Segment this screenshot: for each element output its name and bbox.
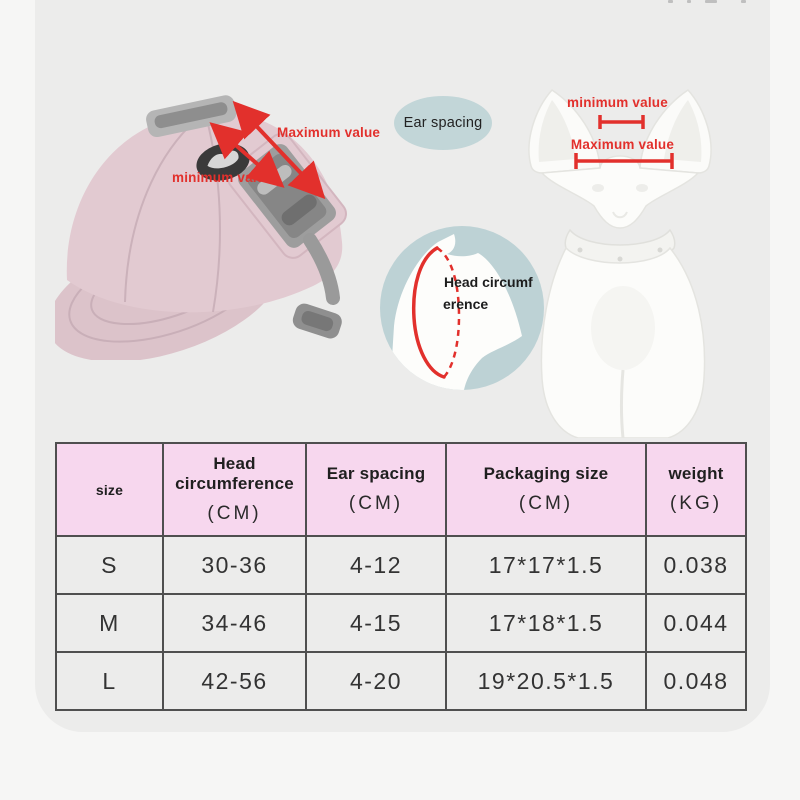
cell-l-packaging-size: 19*20.5*1.5: [445, 651, 647, 711]
cell-m-weight: 0.044: [645, 593, 747, 653]
measuring-tape-ellipse-solid: [411, 246, 446, 379]
col-header-packaging-size-label: Packaging size: [483, 464, 609, 483]
table-row-m: M 34-46 4-15 17*18*1.5 0.044: [55, 593, 747, 653]
dog-head-profile-image: [390, 234, 544, 390]
table-row-l: L 42-56 4-20 19*20.5*1.5 0.048: [55, 651, 747, 711]
mannequin-collar: [564, 228, 676, 266]
col-header-weight-label: weight: [668, 464, 724, 483]
cell-m-size: M: [55, 593, 164, 653]
col-header-ear-spacing: Ear spacing (CM): [305, 442, 447, 537]
cell-s-weight: 0.038: [645, 535, 747, 595]
col-header-packaging-size-unit: (CM): [518, 493, 574, 514]
head-circumference-inset: Head circumf erence: [380, 226, 544, 390]
hat-minimum-value-label: minimum value: [172, 170, 273, 185]
head-maximum-value-label: Maximum value: [570, 137, 675, 152]
col-header-weight: weight (KG): [645, 442, 747, 537]
cell-l-size: L: [55, 651, 164, 711]
size-table: size Head circumference (CM) Ear spacing…: [55, 442, 747, 711]
cell-s-size: S: [55, 535, 164, 595]
table-row-s: S 30-36 4-12 17*17*1.5 0.038: [55, 535, 747, 595]
col-header-weight-unit: (KG): [669, 493, 723, 514]
measuring-tape-ellipse-dashed: [436, 246, 461, 378]
cropped-watermark-marks: [668, 0, 768, 5]
cell-l-weight: 0.048: [645, 651, 747, 711]
dog-mannequin-image: [528, 89, 712, 438]
col-header-packaging-size: Packaging size (CM): [445, 442, 647, 537]
ear-spacing-bubble: Ear spacing: [394, 96, 492, 150]
col-header-ear-spacing-unit: (CM): [348, 493, 404, 514]
head-circumference-label-line2: erence: [443, 296, 489, 312]
cell-l-head-circumference: 42-56: [162, 651, 307, 711]
cell-m-ear-spacing: 4-15: [305, 593, 447, 653]
min-measure-arrow: [209, 122, 285, 188]
head-minimum-value-label: minimum value: [567, 95, 668, 110]
col-header-head-circumference-label: Head circumference: [175, 454, 294, 493]
cell-s-head-circumference: 30-36: [162, 535, 307, 595]
pet-cap-image: [55, 95, 347, 360]
cell-l-ear-spacing: 4-20: [305, 651, 447, 711]
col-header-size-label: size: [95, 481, 124, 498]
cell-s-packaging-size: 17*17*1.5: [445, 535, 647, 595]
col-header-head-circumference: Head circumference (CM): [162, 442, 307, 537]
ear-spacing-label: Ear spacing: [403, 115, 483, 131]
cap-side-strap: [303, 233, 340, 305]
cell-m-head-circumference: 34-46: [162, 593, 307, 653]
cell-s-ear-spacing: 4-12: [305, 535, 447, 595]
col-header-size: size: [55, 442, 164, 537]
cap-buckle-clip: [292, 303, 342, 339]
table-header-row: size Head circumference (CM) Ear spacing…: [55, 442, 747, 537]
col-header-head-circumference-unit: (CM): [207, 503, 262, 524]
cell-m-packaging-size: 17*18*1.5: [445, 593, 647, 653]
col-header-ear-spacing-label: Ear spacing: [326, 464, 426, 483]
cap-top-strap: [146, 95, 237, 138]
head-measure-lines: [574, 115, 674, 169]
hat-maximum-value-label: Maximum value: [277, 125, 381, 140]
head-circumference-label-line1: Head circumf: [444, 274, 533, 290]
